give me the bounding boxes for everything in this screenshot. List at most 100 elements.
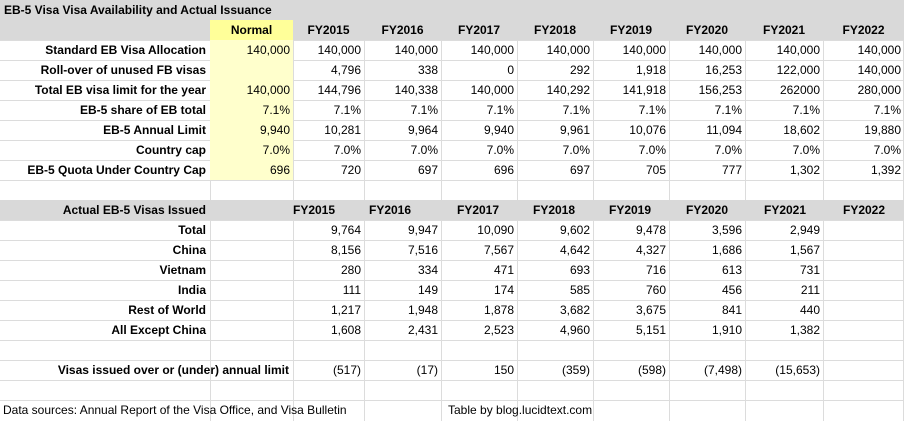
issued-year-header-fy2017[interactable]: FY2017 — [456, 203, 500, 217]
year-header-fy2020[interactable]: FY2020 — [685, 23, 729, 37]
value-cell[interactable]: 149 — [417, 283, 438, 297]
value-cell[interactable] — [823, 220, 904, 240]
value-cell[interactable]: 211 — [800, 283, 820, 297]
value-cell[interactable]: 1,686 — [711, 243, 742, 257]
row-label[interactable]: EB-5 share of EB total — [79, 103, 206, 117]
value-cell[interactable]: 7,567 — [483, 243, 514, 257]
value-cell[interactable]: 7.0% — [333, 143, 361, 157]
value-cell[interactable]: 1,392 — [870, 163, 901, 177]
value-cell[interactable]: 7.0% — [792, 143, 820, 157]
value-cell[interactable]: 140,000 — [470, 83, 514, 97]
value-cell[interactable]: 9,940 — [483, 123, 514, 137]
value-cell[interactable]: 9,961 — [559, 123, 590, 137]
value-cell[interactable]: 1,948 — [407, 303, 438, 317]
value-cell[interactable]: 4,796 — [330, 63, 361, 77]
value-cell[interactable]: 19,880 — [864, 123, 901, 137]
value-cell[interactable]: (7,498) — [703, 363, 742, 377]
year-header-fy2017[interactable]: FY2017 — [457, 23, 501, 37]
value-cell[interactable]: 9,947 — [407, 223, 438, 237]
row-label[interactable]: Total EB visa limit for the year — [34, 83, 206, 97]
value-cell[interactable]: 7.1% — [638, 103, 666, 117]
value-cell[interactable]: 156,253 — [698, 83, 742, 97]
value-cell[interactable]: 731 — [799, 263, 820, 277]
value-cell[interactable]: 7.0% — [873, 143, 901, 157]
value-cell[interactable]: 140,000 — [622, 43, 666, 57]
value-cell[interactable]: 841 — [721, 303, 742, 317]
value-cell[interactable]: 613 — [721, 263, 742, 277]
row-label[interactable]: Total — [178, 223, 206, 237]
value-cell[interactable]: 9,478 — [635, 223, 666, 237]
issued-year-header-fy2018[interactable]: FY2018 — [532, 203, 576, 217]
value-cell[interactable]: 7.1% — [714, 103, 742, 117]
value-cell[interactable]: 7.0% — [638, 143, 666, 157]
value-cell[interactable]: 7.1% — [562, 103, 590, 117]
value-cell[interactable]: 140,000 — [470, 43, 514, 57]
value-cell[interactable]: 7.0% — [410, 143, 438, 157]
value-cell[interactable]: 4,327 — [635, 243, 666, 257]
value-cell[interactable]: 7.0% — [714, 143, 742, 157]
value-cell[interactable]: 140,000 — [857, 43, 901, 57]
value-cell[interactable]: 5,151 — [635, 323, 666, 337]
value-cell[interactable] — [823, 260, 904, 280]
value-cell[interactable]: 10,076 — [629, 123, 666, 137]
value-cell[interactable]: 705 — [645, 163, 666, 177]
value-cell[interactable]: 7.1% — [333, 103, 361, 117]
value-cell[interactable]: 696 — [493, 163, 514, 177]
value-cell[interactable]: 697 — [569, 163, 590, 177]
value-cell[interactable]: 140,000 — [546, 43, 590, 57]
value-cell[interactable]: 292 — [569, 63, 590, 77]
normal-column-header[interactable]: Normal — [210, 20, 293, 40]
value-cell[interactable] — [823, 320, 904, 340]
issued-header-label[interactable]: Actual EB-5 Visas Issued — [62, 203, 206, 217]
value-cell[interactable]: 140,292 — [546, 83, 590, 97]
value-cell[interactable]: 122,000 — [776, 63, 820, 77]
year-header-fy2019[interactable]: FY2019 — [609, 23, 653, 37]
value-cell[interactable]: 456 — [721, 283, 742, 297]
value-cell[interactable]: 280 — [340, 263, 361, 277]
value-cell[interactable]: 338 — [417, 63, 438, 77]
value-cell[interactable]: 8,156 — [330, 243, 361, 257]
value-cell[interactable]: (517) — [332, 363, 361, 377]
value-cell[interactable]: 18,602 — [783, 123, 820, 137]
year-header-fy2015[interactable]: FY2015 — [307, 23, 350, 37]
issued-year-header-fy2019[interactable]: FY2019 — [608, 203, 652, 217]
value-cell[interactable]: 697 — [417, 163, 438, 177]
value-cell[interactable]: 777 — [721, 163, 742, 177]
row-label[interactable]: Vietnam — [159, 263, 206, 277]
value-cell[interactable]: 4,642 — [559, 243, 590, 257]
value-cell[interactable]: 3,682 — [559, 303, 590, 317]
issued-year-header-fy2022[interactable]: FY2022 — [842, 203, 886, 217]
value-cell[interactable]: 471 — [493, 263, 514, 277]
value-cell[interactable]: 2,523 — [483, 323, 514, 337]
value-cell[interactable]: (359) — [561, 363, 590, 377]
normal-value-cell[interactable]: 9,940 — [210, 120, 293, 140]
value-cell[interactable]: 140,000 — [776, 43, 820, 57]
value-cell[interactable]: 7.0% — [562, 143, 590, 157]
value-cell[interactable] — [823, 300, 904, 320]
value-cell[interactable]: 140,000 — [317, 43, 361, 57]
value-cell[interactable]: 2,949 — [789, 223, 820, 237]
value-cell[interactable]: 262000 — [779, 83, 820, 97]
value-cell[interactable]: 334 — [417, 263, 438, 277]
value-cell[interactable]: 1,567 — [789, 243, 820, 257]
value-cell[interactable]: 150 — [493, 363, 514, 377]
normal-value-cell[interactable]: 140,000 — [210, 80, 293, 100]
value-cell[interactable]: 1,382 — [789, 323, 820, 337]
normal-value-cell[interactable]: 7.1% — [210, 100, 293, 120]
value-cell[interactable]: 585 — [569, 283, 590, 297]
row-label[interactable]: India — [177, 283, 206, 297]
value-cell[interactable]: 9,764 — [330, 223, 361, 237]
value-cell[interactable]: 140,338 — [394, 83, 438, 97]
normal-value-cell[interactable] — [210, 60, 293, 80]
normal-value-cell[interactable]: 7.0% — [210, 140, 293, 160]
value-cell[interactable]: 716 — [645, 263, 666, 277]
year-header-fy2018[interactable]: FY2018 — [533, 23, 577, 37]
over-under-label[interactable]: Visas issued over or (under) annual limi… — [57, 363, 289, 377]
row-label[interactable]: Country cap — [135, 143, 206, 157]
value-cell[interactable]: 111 — [342, 283, 361, 297]
value-cell[interactable]: 140,000 — [857, 63, 901, 77]
value-cell[interactable]: 1,918 — [635, 63, 666, 77]
value-cell[interactable]: 141,918 — [622, 83, 666, 97]
value-cell[interactable]: 3,596 — [711, 223, 742, 237]
value-cell[interactable]: (598) — [637, 363, 666, 377]
